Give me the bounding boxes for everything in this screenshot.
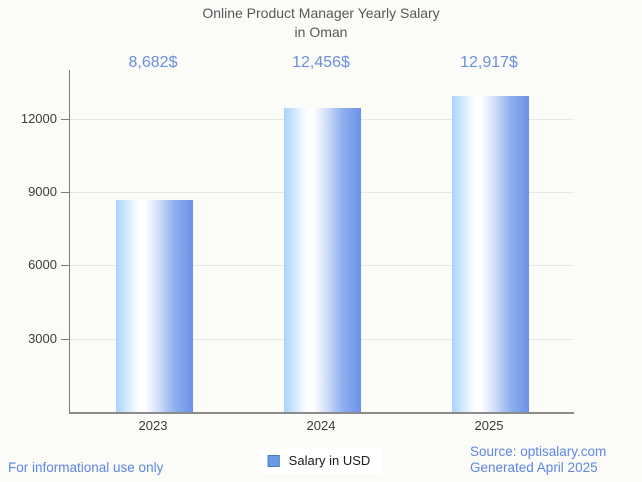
chart-title: Online Product Manager Yearly Salary in … bbox=[0, 4, 642, 42]
bar-value-label-2024: 12,456$ bbox=[292, 54, 350, 71]
x-axis-label-2023: 2023 bbox=[138, 418, 168, 433]
legend-label: Salary in USD bbox=[288, 453, 371, 468]
y-axis-label-12000: 12000 bbox=[20, 110, 57, 126]
source-attribution: Source: optisalary.com Generated April 2… bbox=[470, 444, 606, 476]
y-axis-label-9000: 9000 bbox=[28, 184, 57, 200]
generated-text: Generated April 2025 bbox=[470, 460, 598, 475]
chart-title-line1: Online Product Manager Yearly Salary bbox=[202, 5, 440, 21]
bar-2023 bbox=[115, 199, 193, 412]
bar-value-label-2023: 8,682$ bbox=[128, 54, 178, 71]
bar-2024 bbox=[283, 107, 361, 412]
bar-2025 bbox=[451, 96, 529, 412]
source-text: Source: optisalary.com bbox=[470, 444, 607, 459]
chart-title-line2: in Oman bbox=[294, 24, 348, 40]
y-tick-6000 bbox=[61, 265, 69, 267]
y-axis-label-3000: 3000 bbox=[28, 330, 57, 346]
legend-swatch-icon bbox=[267, 454, 280, 467]
legend-item-salary[interactable]: Salary in USD bbox=[259, 447, 383, 474]
y-tick-12000 bbox=[61, 118, 69, 120]
plot-area: 3000 6000 9000 12000 bbox=[21, 70, 574, 414]
bar-value-label-2025: 12,917$ bbox=[460, 54, 518, 71]
y-tick-9000 bbox=[61, 192, 69, 194]
x-axis-label-2025: 2025 bbox=[474, 418, 504, 433]
y-axis-label-6000: 6000 bbox=[28, 257, 57, 273]
disclaimer-text: For informational use only bbox=[8, 460, 164, 475]
y-tick-3000 bbox=[61, 338, 69, 340]
x-axis-label-2024: 2024 bbox=[306, 418, 336, 433]
